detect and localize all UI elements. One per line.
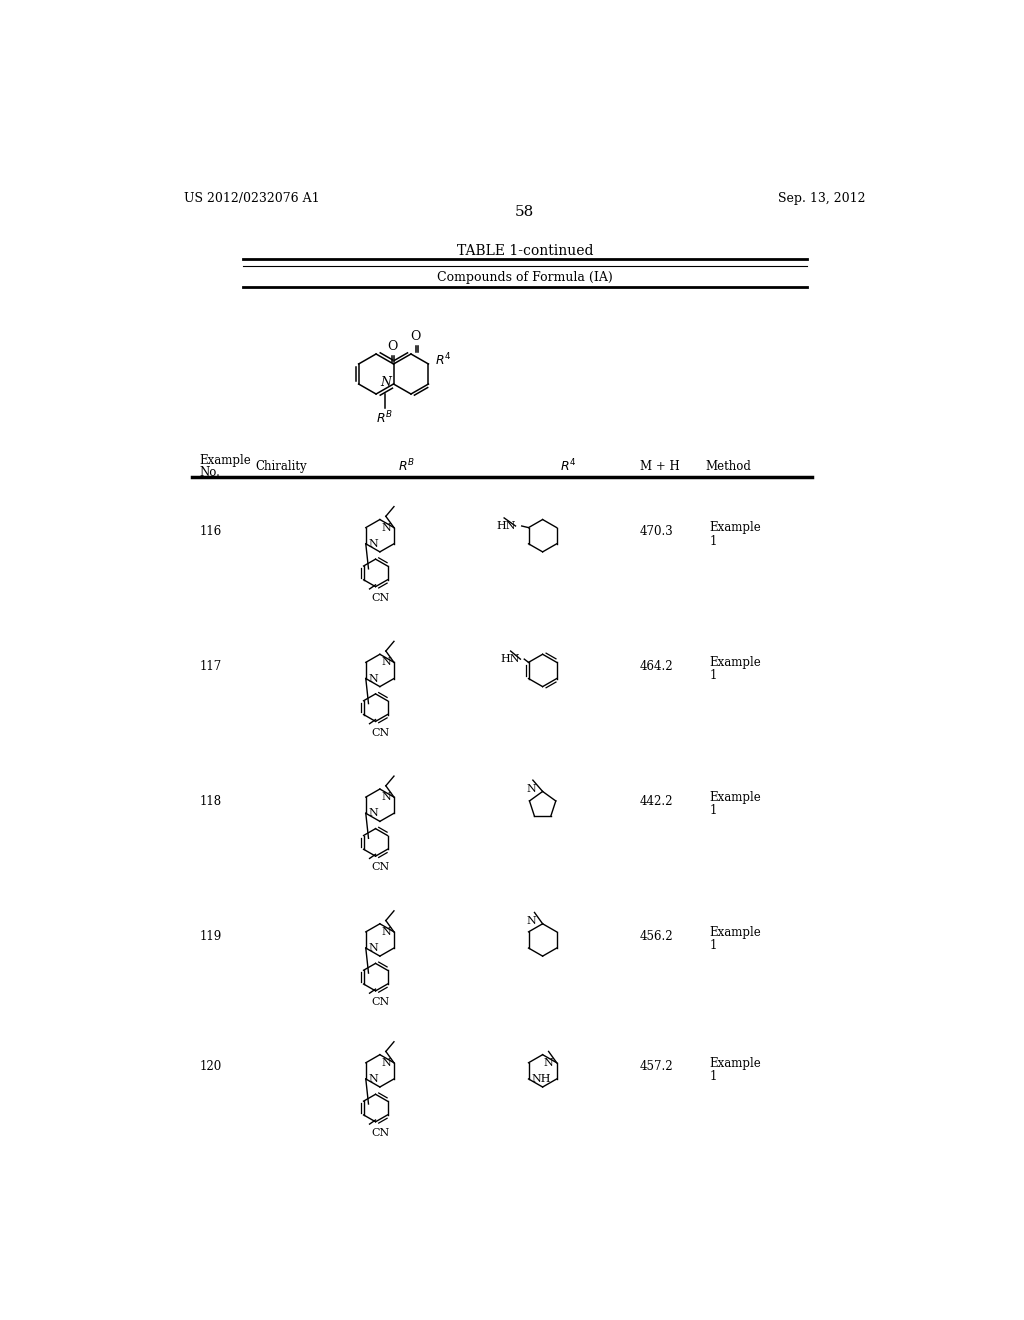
Text: N: N (381, 927, 391, 937)
Text: CN: CN (371, 862, 389, 873)
Text: N: N (526, 916, 537, 927)
Text: HN: HN (496, 521, 515, 531)
Text: N: N (381, 792, 391, 803)
Text: Example: Example (710, 925, 761, 939)
Text: 117: 117 (200, 660, 221, 673)
Text: CN: CN (371, 727, 389, 738)
Text: No.: No. (200, 466, 220, 479)
Text: 1: 1 (710, 804, 717, 817)
Text: O: O (387, 341, 397, 354)
Text: $R^B$: $R^B$ (376, 409, 393, 426)
Text: N: N (526, 784, 537, 795)
Text: 457.2: 457.2 (640, 1060, 673, 1073)
Text: 120: 120 (200, 1060, 221, 1073)
Text: N: N (380, 376, 391, 389)
Text: $R^4$: $R^4$ (560, 458, 577, 475)
Text: HN: HN (501, 655, 520, 664)
Text: Chirality: Chirality (256, 459, 307, 473)
Text: 442.2: 442.2 (640, 795, 673, 808)
Text: M + H: M + H (640, 459, 679, 473)
Text: N: N (369, 673, 379, 684)
Text: O: O (411, 330, 421, 343)
Text: 1: 1 (710, 1069, 717, 1082)
Text: NH: NH (531, 1074, 551, 1084)
Text: N: N (381, 657, 391, 668)
Text: CN: CN (371, 997, 389, 1007)
Text: N: N (369, 942, 379, 953)
Text: Example: Example (710, 521, 761, 535)
Text: Method: Method (706, 459, 752, 473)
Text: N: N (381, 523, 391, 532)
Text: 456.2: 456.2 (640, 929, 673, 942)
Text: CN: CN (371, 593, 389, 603)
Text: 464.2: 464.2 (640, 660, 673, 673)
Text: $R^B$: $R^B$ (398, 458, 416, 475)
Text: 118: 118 (200, 795, 221, 808)
Text: CN: CN (371, 1129, 389, 1138)
Text: N: N (544, 1057, 554, 1068)
Text: Example: Example (710, 791, 761, 804)
Text: 58: 58 (515, 206, 535, 219)
Text: Example: Example (200, 454, 251, 467)
Text: N: N (369, 1074, 379, 1084)
Text: N: N (369, 539, 379, 549)
Text: TABLE 1-continued: TABLE 1-continued (457, 244, 593, 257)
Text: 1: 1 (710, 669, 717, 682)
Text: Example: Example (710, 1056, 761, 1069)
Text: 116: 116 (200, 525, 221, 539)
Text: US 2012/0232076 A1: US 2012/0232076 A1 (183, 191, 319, 205)
Text: Sep. 13, 2012: Sep. 13, 2012 (778, 191, 866, 205)
Text: 1: 1 (710, 939, 717, 952)
Text: Example: Example (710, 656, 761, 669)
Text: 1: 1 (710, 535, 717, 548)
Text: 470.3: 470.3 (640, 525, 673, 539)
Text: Compounds of Formula (IA): Compounds of Formula (IA) (437, 271, 612, 284)
Text: N: N (369, 808, 379, 818)
Text: 119: 119 (200, 929, 221, 942)
Text: $R^4$: $R^4$ (434, 352, 452, 368)
Text: N: N (381, 1057, 391, 1068)
